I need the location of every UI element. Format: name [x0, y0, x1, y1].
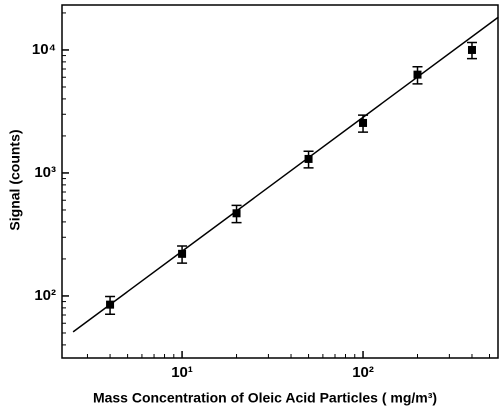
x-tick-label: 10²	[352, 364, 374, 381]
x-axis-label: Mass Concentration of Oleic Acid Particl…	[93, 390, 437, 406]
y-axis-label: Signal (counts)	[7, 129, 23, 230]
y-tick-label: 10³	[34, 164, 56, 181]
x-tick-label: 10¹	[171, 364, 193, 381]
data-point	[106, 300, 115, 309]
data-point	[178, 249, 187, 258]
data-point	[467, 45, 476, 54]
y-tick-label: 10⁴	[32, 41, 56, 58]
data-point	[413, 70, 422, 79]
data-point	[359, 118, 368, 127]
data-point	[232, 209, 241, 218]
fit-line	[72, 16, 499, 333]
y-tick-label: 10²	[34, 287, 56, 304]
plot-frame	[61, 4, 499, 359]
data-point	[304, 154, 313, 163]
